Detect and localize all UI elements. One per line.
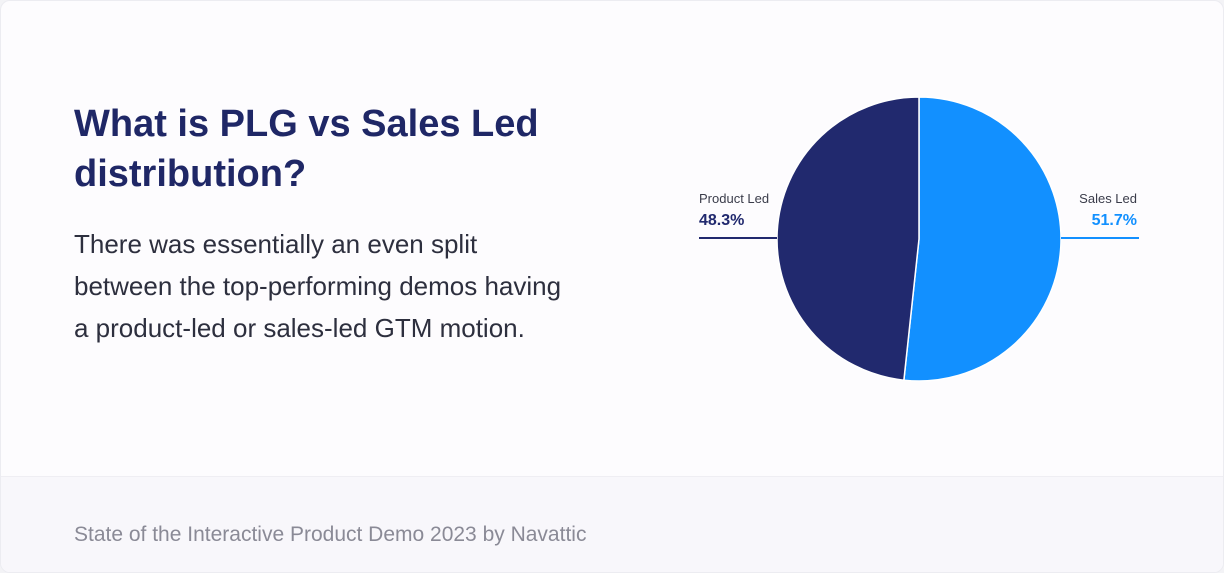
pie-slice-sales-led [903, 96, 1062, 382]
page-title: What is PLG vs Sales Led distribution? [74, 103, 539, 195]
footer-bar [1, 476, 1223, 572]
pie-slice-product-led [776, 96, 920, 382]
slice-label-product-led: Product Led [699, 191, 769, 206]
slice-value-product-led: 48.3% [699, 212, 744, 229]
slice-value-sales-led: 51.7% [1092, 212, 1137, 229]
description: There was essentially an even split betw… [74, 229, 562, 343]
slice-label-sales-led: Sales Led [1079, 191, 1137, 206]
pie-chart: Sales Led 51.7% Product Led 48.3% [699, 96, 1139, 382]
footer-credit: State of the Interactive Product Demo 20… [74, 523, 587, 546]
